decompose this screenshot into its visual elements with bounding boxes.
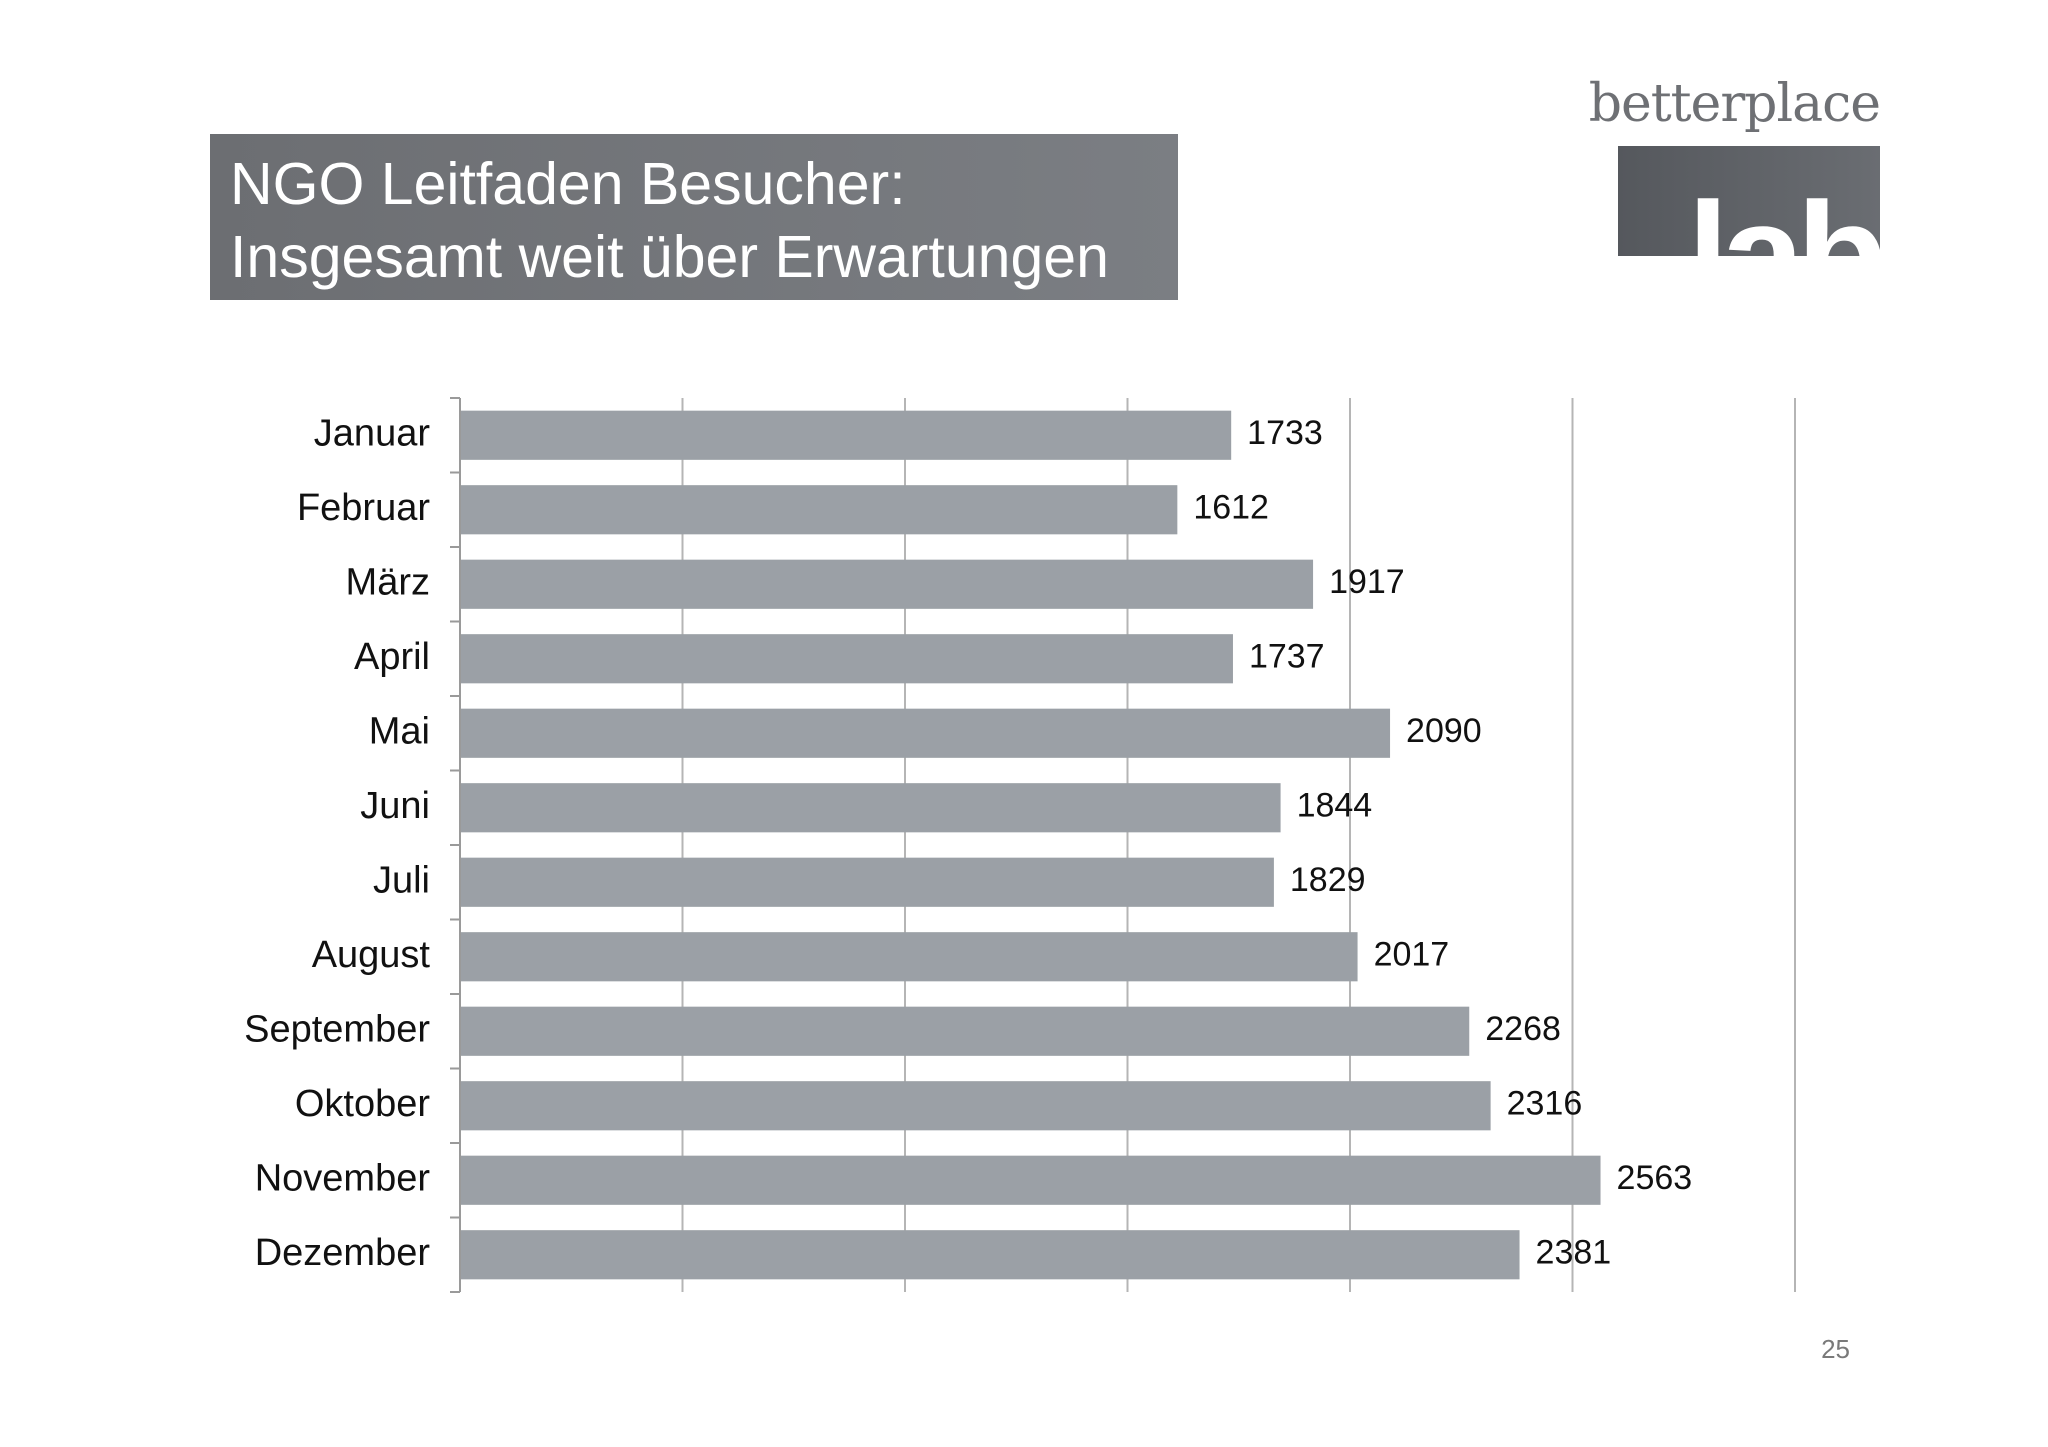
data-label-7: 2017: [1374, 936, 1450, 974]
category-label-2: März: [346, 561, 430, 603]
bar-3: [460, 634, 1233, 684]
bar-7: [460, 932, 1358, 982]
bar-6: [460, 857, 1274, 907]
category-label-3: April: [354, 636, 430, 678]
slide-title-line-2: Insgesamt weit über Erwartungen: [230, 224, 1109, 290]
bar-10: [460, 1155, 1601, 1205]
data-label-0: 1733: [1247, 414, 1323, 452]
category-label-0: Januar: [314, 412, 431, 454]
bar-5: [460, 783, 1281, 833]
slide-title-line-1: NGO Leitfaden Besucher:: [230, 151, 906, 217]
data-label-2: 1917: [1329, 563, 1405, 601]
data-label-3: 1737: [1249, 638, 1325, 676]
bar-9: [460, 1081, 1491, 1131]
category-label-5: Juni: [360, 785, 430, 827]
bar-1: [460, 485, 1178, 535]
category-label-6: Juli: [373, 859, 430, 901]
logo-block: lab: [1618, 146, 1888, 330]
data-label-6: 1829: [1290, 861, 1366, 899]
category-label-11: Dezember: [255, 1232, 431, 1274]
bar-11: [460, 1230, 1520, 1280]
data-label-4: 2090: [1406, 712, 1482, 750]
category-label-10: November: [255, 1157, 431, 1199]
data-label-10: 2563: [1617, 1159, 1693, 1197]
data-label-8: 2268: [1485, 1010, 1561, 1048]
category-label-1: Februar: [297, 487, 430, 529]
bar-2: [460, 559, 1314, 609]
slide-title-box: NGO Leitfaden Besucher: Insgesamt weit ü…: [210, 134, 1178, 300]
logo-word: lab: [1687, 171, 1888, 339]
data-label-9: 2316: [1507, 1085, 1583, 1123]
category-label-8: September: [244, 1008, 430, 1050]
bar-0: [460, 410, 1232, 460]
data-label-5: 1844: [1297, 787, 1373, 825]
bar-4: [460, 708, 1391, 758]
betterplace-lab-logo: betterplace lab: [1589, 74, 1888, 330]
data-label-1: 1612: [1193, 489, 1269, 527]
bar-8: [460, 1006, 1470, 1056]
category-label-4: Mai: [369, 710, 430, 752]
category-label-9: Oktober: [295, 1083, 431, 1125]
category-label-7: August: [312, 934, 431, 976]
logo-text: betterplace: [1588, 74, 1881, 134]
data-label-11: 2381: [1536, 1234, 1612, 1272]
page-number: 25: [1821, 1334, 1850, 1364]
